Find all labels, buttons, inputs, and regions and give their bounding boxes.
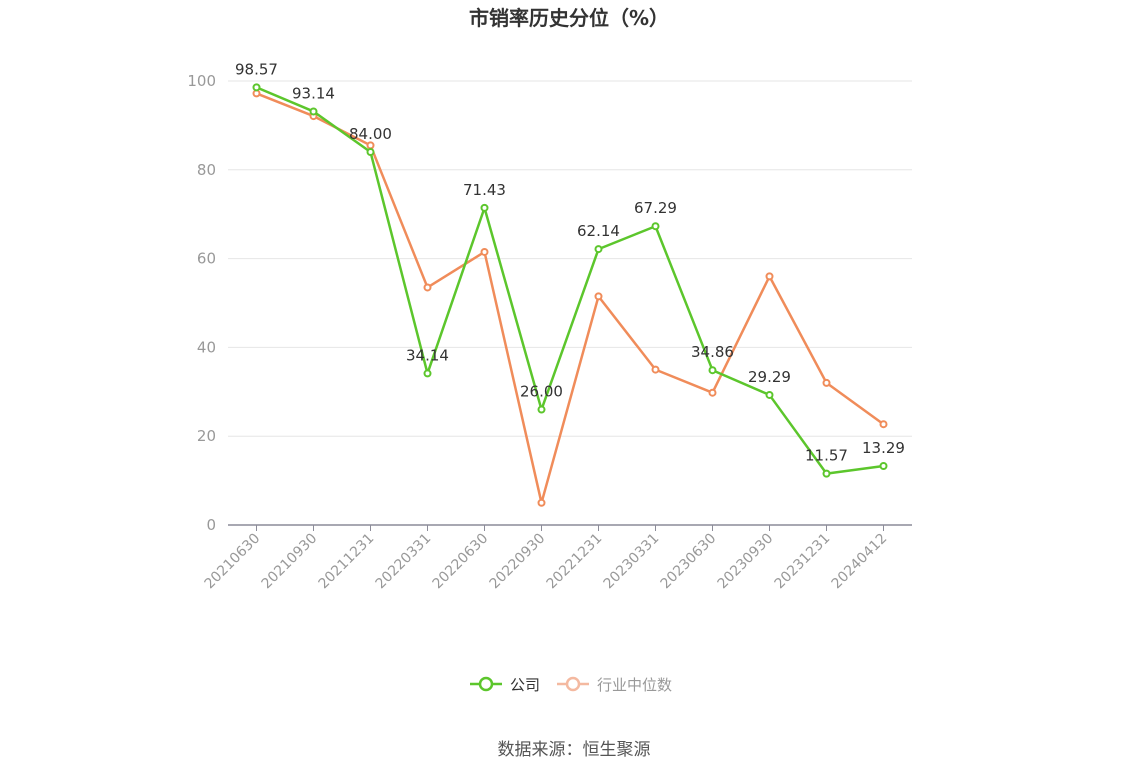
data-label: 71.43 xyxy=(463,181,506,199)
series-line xyxy=(256,86,884,475)
legend-label: 公司 xyxy=(510,676,540,694)
series-line xyxy=(256,92,885,505)
x-tick-label: 20210930 xyxy=(259,531,321,593)
x-tick-label: 20240412 xyxy=(829,531,891,593)
legend-marker xyxy=(478,676,494,692)
series-company xyxy=(252,83,888,478)
data-label: 98.57 xyxy=(235,60,278,78)
data-labels: 98.57 93.14 84.00 34.14 71.43 26.00 62.14 67.29… xyxy=(235,60,905,464)
series-industry-median xyxy=(252,89,888,507)
data-label: 34.86 xyxy=(691,343,734,361)
series-layer xyxy=(252,83,888,507)
y-tick-label: 100 xyxy=(187,72,216,90)
data-point xyxy=(480,247,489,256)
data-point xyxy=(765,390,774,399)
x-tick-label: 20231231 xyxy=(772,531,834,593)
x-tick-label: 20230930 xyxy=(715,531,777,593)
legend-item-industry-median[interactable]: 行业中位数 xyxy=(557,676,672,694)
y-tick-label: 40 xyxy=(197,338,216,356)
data-label: 62.14 xyxy=(577,222,620,240)
data-point xyxy=(366,148,375,157)
source-note: 数据来源：恒生聚源 xyxy=(498,740,651,760)
data-point xyxy=(651,365,660,374)
x-axis: 2021063020210930202112312022033120220630… xyxy=(202,524,912,593)
legend-item-company[interactable]: 公司 xyxy=(470,676,540,694)
data-label: 67.29 xyxy=(634,199,677,217)
legend-marker xyxy=(565,676,581,692)
data-point xyxy=(252,83,261,92)
y-tick-label: 60 xyxy=(197,250,216,268)
data-label: 29.29 xyxy=(748,368,791,386)
data-point xyxy=(423,283,432,292)
data-point xyxy=(537,405,546,414)
data-point xyxy=(651,222,660,231)
data-point xyxy=(879,420,888,429)
data-point xyxy=(480,203,489,212)
data-point xyxy=(708,366,717,375)
data-point xyxy=(366,141,375,150)
data-point xyxy=(537,498,546,507)
x-tick-label: 20230331 xyxy=(601,531,663,593)
data-point xyxy=(822,469,831,478)
x-tick-label: 20221231 xyxy=(544,531,606,593)
x-tick-label: 20230630 xyxy=(658,531,720,593)
x-tick-label: 20220630 xyxy=(430,531,492,593)
data-point xyxy=(765,272,774,281)
y-tick-label: 20 xyxy=(197,427,216,445)
y-axis: 0 20 40 60 80 100 xyxy=(187,72,216,534)
data-point xyxy=(822,378,831,387)
data-point xyxy=(879,461,888,470)
data-label: 93.14 xyxy=(292,84,335,102)
y-tick-label: 0 xyxy=(206,516,216,534)
data-label: 11.57 xyxy=(805,447,848,465)
data-label: 34.14 xyxy=(406,346,449,364)
y-tick-label: 80 xyxy=(197,161,216,179)
data-point xyxy=(309,107,318,116)
data-label: 84.00 xyxy=(349,125,392,143)
legend[interactable]: 公司 行业中位数 xyxy=(470,676,672,694)
grid xyxy=(228,80,912,437)
chart-title: 市销率历史分位（%） xyxy=(469,6,669,30)
data-point xyxy=(423,369,432,378)
x-tick-label: 20220930 xyxy=(487,531,549,593)
x-tick-label: 20211231 xyxy=(316,531,378,593)
data-point xyxy=(594,245,603,254)
x-tick-label: 20220331 xyxy=(373,531,435,593)
data-label: 26.00 xyxy=(520,383,563,401)
data-point xyxy=(594,292,603,301)
legend-label: 行业中位数 xyxy=(597,676,672,694)
data-label: 13.29 xyxy=(862,439,905,457)
x-tick-label: 20210630 xyxy=(202,531,264,593)
data-point xyxy=(708,388,717,397)
